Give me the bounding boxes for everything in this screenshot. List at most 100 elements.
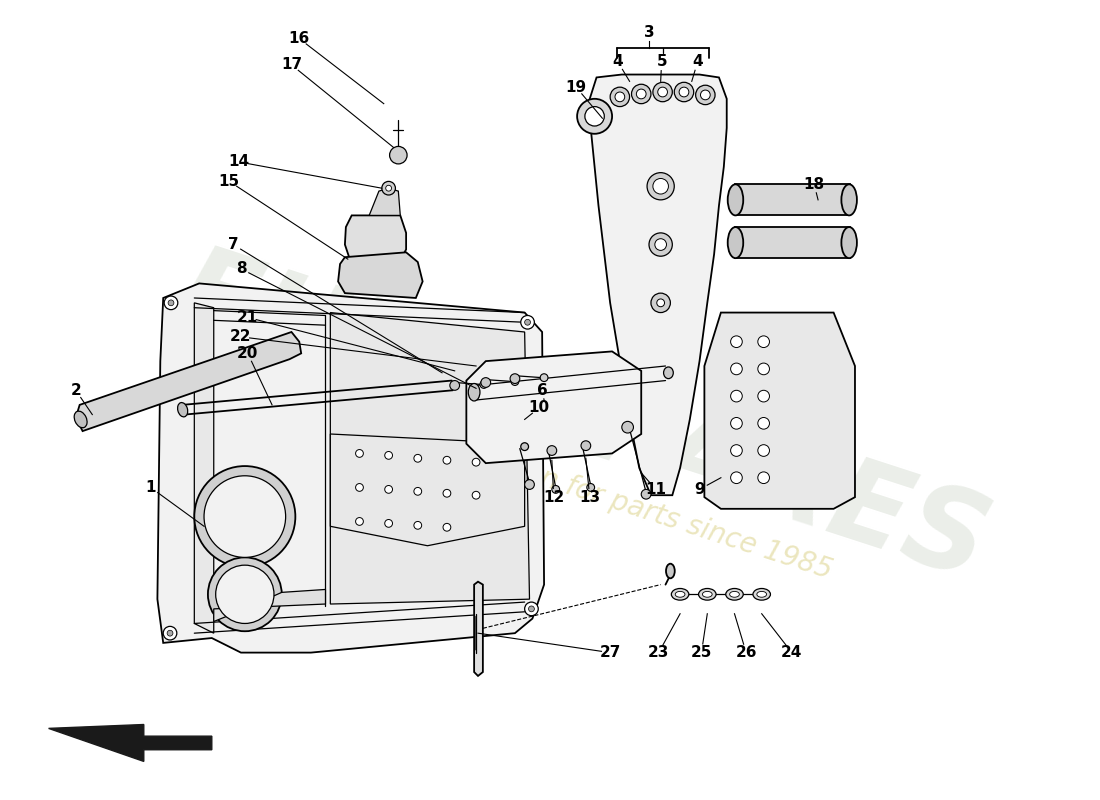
Circle shape: [355, 518, 363, 526]
Circle shape: [472, 491, 480, 499]
Circle shape: [730, 363, 743, 374]
Text: 17: 17: [280, 58, 302, 72]
Ellipse shape: [754, 589, 770, 600]
Circle shape: [525, 480, 535, 490]
Ellipse shape: [757, 591, 767, 598]
Text: 4: 4: [692, 54, 703, 70]
Circle shape: [512, 378, 519, 386]
Circle shape: [450, 381, 460, 390]
Circle shape: [730, 418, 743, 429]
Circle shape: [758, 363, 770, 374]
Circle shape: [657, 299, 664, 306]
Text: 1: 1: [145, 480, 156, 495]
Circle shape: [610, 87, 629, 106]
Text: 2: 2: [70, 382, 81, 398]
Circle shape: [355, 483, 363, 491]
Circle shape: [631, 84, 651, 104]
Text: 4: 4: [613, 54, 624, 70]
Text: 23: 23: [648, 645, 670, 660]
Polygon shape: [338, 252, 422, 298]
Circle shape: [540, 374, 548, 382]
Text: 10: 10: [529, 400, 550, 415]
Circle shape: [528, 606, 535, 612]
Ellipse shape: [698, 589, 716, 600]
Circle shape: [525, 602, 538, 616]
Polygon shape: [48, 725, 212, 762]
Text: 26: 26: [736, 645, 757, 660]
Circle shape: [581, 441, 591, 450]
Text: 25: 25: [691, 645, 712, 660]
Circle shape: [443, 456, 451, 464]
Polygon shape: [735, 227, 850, 258]
Text: 16: 16: [288, 31, 310, 46]
Circle shape: [382, 182, 395, 195]
Text: 15: 15: [219, 174, 240, 189]
Text: 9: 9: [694, 482, 705, 497]
Text: 14: 14: [229, 154, 250, 170]
Polygon shape: [590, 74, 727, 495]
Circle shape: [163, 626, 177, 640]
Circle shape: [480, 381, 487, 388]
Circle shape: [654, 238, 667, 250]
Text: 12: 12: [543, 490, 564, 505]
Polygon shape: [76, 332, 301, 431]
Text: 13: 13: [580, 490, 601, 505]
Circle shape: [701, 90, 711, 100]
Circle shape: [547, 446, 557, 455]
Circle shape: [651, 293, 670, 313]
Circle shape: [695, 86, 715, 105]
Circle shape: [578, 99, 612, 134]
Circle shape: [647, 173, 674, 200]
Circle shape: [216, 565, 274, 623]
Text: 7: 7: [228, 237, 239, 252]
Circle shape: [730, 472, 743, 483]
Circle shape: [653, 178, 669, 194]
Circle shape: [167, 630, 173, 636]
Polygon shape: [474, 582, 483, 676]
Circle shape: [414, 522, 421, 530]
Ellipse shape: [663, 367, 673, 378]
Circle shape: [758, 472, 770, 483]
Circle shape: [679, 87, 689, 97]
Ellipse shape: [666, 564, 674, 578]
Circle shape: [615, 92, 625, 102]
Polygon shape: [157, 283, 544, 653]
Polygon shape: [370, 188, 400, 215]
Ellipse shape: [671, 589, 689, 600]
Text: 6: 6: [537, 382, 548, 398]
Text: 8: 8: [235, 262, 246, 276]
Circle shape: [208, 558, 282, 631]
Circle shape: [552, 486, 560, 494]
Ellipse shape: [728, 184, 744, 215]
Circle shape: [525, 319, 530, 325]
Text: 5: 5: [657, 54, 667, 70]
Circle shape: [385, 519, 393, 527]
Circle shape: [758, 390, 770, 402]
Polygon shape: [195, 303, 213, 633]
Circle shape: [641, 490, 651, 499]
Circle shape: [386, 186, 392, 191]
Ellipse shape: [726, 589, 744, 600]
Ellipse shape: [74, 411, 87, 428]
Circle shape: [385, 486, 393, 494]
Circle shape: [520, 315, 535, 329]
Polygon shape: [735, 184, 850, 215]
Ellipse shape: [842, 227, 857, 258]
Circle shape: [385, 451, 393, 459]
Polygon shape: [213, 590, 326, 622]
Circle shape: [586, 483, 595, 491]
Text: 20: 20: [238, 346, 258, 361]
Circle shape: [443, 523, 451, 531]
Text: 3: 3: [644, 26, 654, 40]
Ellipse shape: [842, 184, 857, 215]
Text: EUROSPARES: EUROSPARES: [164, 236, 1002, 602]
Circle shape: [164, 296, 178, 310]
Circle shape: [674, 82, 694, 102]
Circle shape: [653, 82, 672, 102]
Circle shape: [649, 233, 672, 256]
Circle shape: [195, 466, 296, 567]
Text: 18: 18: [804, 177, 825, 192]
Polygon shape: [704, 313, 855, 509]
Text: 19: 19: [565, 80, 586, 94]
Circle shape: [758, 445, 770, 456]
